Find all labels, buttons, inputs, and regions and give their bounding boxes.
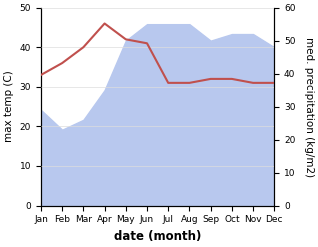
- X-axis label: date (month): date (month): [114, 230, 201, 243]
- Y-axis label: max temp (C): max temp (C): [4, 71, 14, 143]
- Y-axis label: med. precipitation (kg/m2): med. precipitation (kg/m2): [304, 37, 314, 177]
